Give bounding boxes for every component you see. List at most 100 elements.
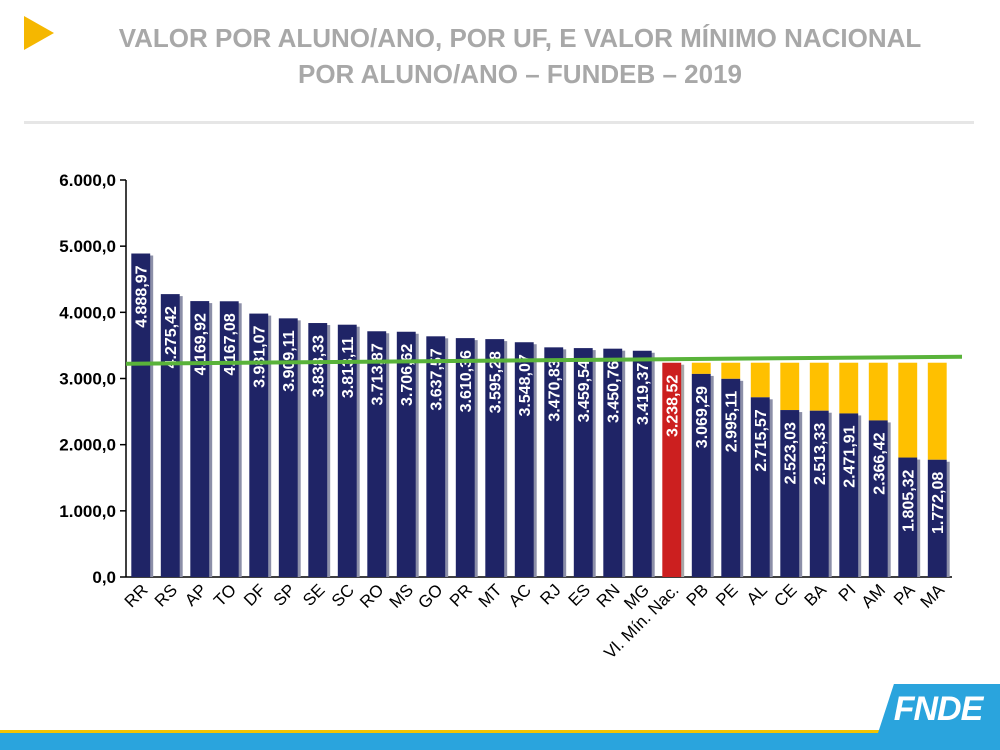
- reference-line: [125, 354, 963, 366]
- footer-blue-band: [0, 733, 1000, 750]
- bar: [691, 373, 711, 577]
- data-label: 2.366,42: [871, 432, 888, 494]
- y-tick-label: 4.000,0: [59, 303, 116, 322]
- data-label: 3.595,28: [488, 351, 505, 413]
- bar: [898, 457, 918, 577]
- title-arrow-icon: [24, 16, 54, 50]
- bar: [219, 301, 239, 577]
- bar: [278, 318, 298, 577]
- x-tick-label: GO: [414, 580, 446, 612]
- x-tick-label: RR: [121, 580, 152, 611]
- complement-bar: [927, 362, 947, 460]
- x-tick-label: SP: [270, 580, 299, 609]
- y-tick-label: 1.000,0: [59, 502, 116, 521]
- complement-bar: [721, 362, 741, 379]
- x-tick-label: RS: [151, 580, 181, 610]
- y-tick-label: 2.000,0: [59, 436, 116, 455]
- x-tick-label: RO: [356, 580, 387, 611]
- x-tick-label: PR: [446, 580, 476, 610]
- x-tick-label: DF: [240, 580, 269, 609]
- y-tick-label: 5.000,0: [59, 237, 116, 256]
- bar: [750, 397, 770, 577]
- bar: [455, 338, 475, 577]
- y-tick-label: 3.000,0: [59, 370, 116, 389]
- title-divider: [24, 121, 974, 124]
- data-label: 1.772,08: [930, 472, 947, 534]
- x-tick-label: MA: [917, 580, 949, 612]
- bar: [544, 347, 564, 577]
- data-label: 3.419,37: [635, 363, 652, 425]
- x-tick-label: TO: [210, 580, 240, 610]
- bar: [662, 362, 682, 577]
- y-tick-label: 0,0: [92, 568, 116, 587]
- complement-bar: [780, 362, 800, 411]
- x-tick-label: PE: [712, 580, 741, 609]
- bar: [131, 253, 151, 577]
- title-line-1: VALOR POR ALUNO/ANO, POR UF, E VALOR MÍN…: [118, 23, 922, 53]
- x-tick-label: PB: [683, 580, 712, 609]
- bar: [190, 301, 210, 577]
- data-label: 2.523,03: [783, 422, 800, 484]
- data-label: 3.069,29: [694, 386, 711, 448]
- bar: [249, 313, 269, 577]
- data-label: 3.706,62: [399, 344, 416, 406]
- title-line-2: POR ALUNO/ANO – FUNDEB – 2019: [297, 59, 743, 89]
- x-tick-label: RJ: [536, 580, 564, 608]
- bar: [868, 420, 888, 577]
- x-tick-label: AM: [858, 580, 889, 611]
- data-label: 3.610,36: [458, 350, 475, 412]
- data-label: 3.637,57: [429, 348, 446, 410]
- bar: [632, 350, 652, 577]
- x-tick-label: BA: [801, 580, 831, 610]
- bar: [809, 410, 829, 577]
- bar: [603, 348, 623, 577]
- data-label: 3.470,83: [547, 359, 564, 421]
- bar-chart: 0,0 1.000,0 2.000,0 3.000,0 4.000,0 5.000,0 6.…: [59, 171, 963, 663]
- bar: [485, 339, 505, 577]
- data-label: 3.838,33: [311, 335, 328, 397]
- data-label: 4.167,08: [222, 313, 239, 375]
- data-label: 2.471,91: [842, 425, 859, 487]
- bar: [426, 336, 446, 577]
- bar: [721, 378, 741, 577]
- x-tick-label: AP: [181, 580, 210, 609]
- data-label: 3.813,11: [340, 337, 357, 399]
- data-label: 2.995,11: [724, 391, 741, 453]
- data-label: 1.805,32: [901, 469, 918, 531]
- data-label: 3.238,52: [665, 375, 682, 437]
- data-label: 3.459,54: [576, 360, 593, 422]
- data-label: 4.888,97: [134, 265, 151, 327]
- bar: [308, 323, 328, 577]
- x-tick-label: AC: [505, 580, 535, 610]
- page-title: VALOR POR ALUNO/ANO, POR UF, E VALOR MÍN…: [60, 20, 980, 92]
- data-label: 4.169,92: [193, 313, 210, 375]
- complement-bar: [898, 362, 918, 458]
- bar: [927, 459, 947, 577]
- complement-bar: [691, 362, 711, 374]
- data-label: 2.513,33: [812, 423, 829, 485]
- bar: [573, 348, 593, 577]
- bar: [780, 410, 800, 577]
- x-tick-label: CE: [770, 580, 800, 610]
- data-label: 2.715,57: [753, 409, 770, 471]
- bar: [514, 342, 534, 577]
- data-label: 3.981,07: [252, 325, 269, 387]
- x-tick-label: RN: [593, 580, 624, 611]
- x-tick-label: ES: [565, 580, 594, 609]
- data-label: 3.713,87: [370, 343, 387, 405]
- bar: [839, 413, 859, 577]
- bar: [337, 324, 357, 577]
- complement-bar: [750, 362, 770, 398]
- bar: [396, 331, 416, 577]
- x-tick-label: AL: [743, 580, 771, 608]
- data-label: 3.450,76: [606, 361, 623, 423]
- bar: [367, 331, 387, 577]
- y-tick-label: 6.000,0: [59, 171, 116, 190]
- complement-bar: [809, 362, 829, 411]
- data-label: 4.275,42: [163, 306, 180, 368]
- x-tick-label: SC: [328, 580, 358, 610]
- complement-bar: [868, 362, 888, 421]
- x-tick-label: MS: [386, 580, 417, 611]
- fnde-logo: FNDE: [893, 690, 984, 728]
- complement-bar: [839, 362, 859, 414]
